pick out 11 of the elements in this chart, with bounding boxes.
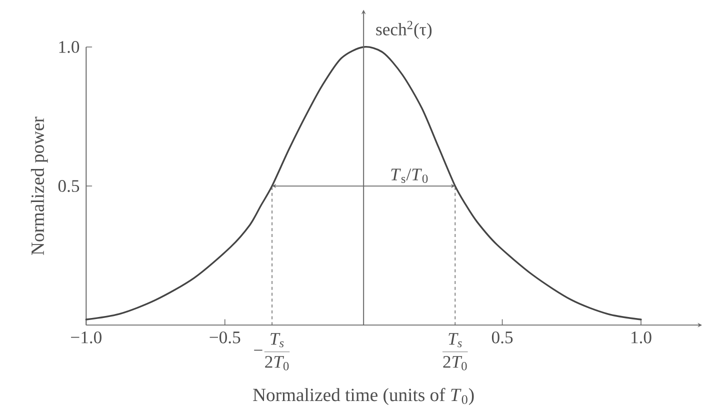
x-tick-label: −1.0 bbox=[71, 331, 102, 344]
x-tick-label: 1.0 bbox=[632, 331, 652, 344]
x-tick-label: −0.5 bbox=[210, 331, 240, 344]
legend-label: sech$^{2}$(τ) bbox=[376, 20, 432, 39]
annotation: T$_{s}$/T$_{0}$ bbox=[391, 168, 428, 183]
x-tick-label: 0.5 bbox=[492, 331, 513, 344]
line-series bbox=[85, 46, 642, 320]
ref-line-label: $\mbox{−}\frac{T_s}{2T_0}$ bbox=[254, 332, 290, 370]
y-axis-title: Normalized power bbox=[30, 116, 48, 255]
ref-line-label: $\frac{T_s}{2T_0}$ bbox=[442, 332, 468, 370]
x-axis-title: Normalized time (units of T$_{0}$) bbox=[253, 388, 474, 405]
